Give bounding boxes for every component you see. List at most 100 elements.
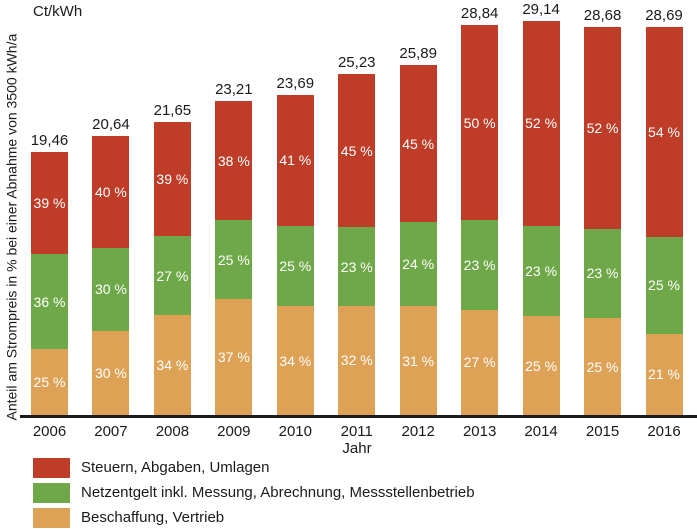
x-tick-label-2014: 2014 — [524, 423, 558, 440]
segment-percent-label: 52 % — [586, 120, 619, 137]
bar-segment-2016-series-2: 21 % — [645, 333, 683, 415]
segment-percent-label: 30 % — [94, 281, 127, 298]
legend-swatch-2 — [33, 507, 70, 528]
bar-2007: 40 % 30 % 30 % — [92, 135, 130, 415]
segment-percent-label: 38 % — [217, 152, 250, 169]
segment-percent-label: 36 % — [33, 293, 66, 310]
bar-segment-2011-series-0: 45 % — [338, 73, 376, 228]
bar-total-label-2007: 20,64 — [92, 115, 130, 133]
segment-percent-label: 37 % — [217, 348, 250, 365]
y-axis-unit-label: Ct/kWh — [33, 3, 83, 20]
bar-segment-2011-series-2: 32 % — [338, 305, 376, 415]
segment-percent-label: 23 % — [525, 263, 558, 280]
bar-2013: 50 % 23 % 27 % — [461, 25, 499, 415]
bar-2006: 39 % 36 % 25 % — [31, 151, 68, 415]
bar-segment-2012-series-2: 31 % — [399, 306, 437, 415]
segment-percent-label: 45 % — [340, 142, 373, 159]
bar-segment-2007-series-2: 30 % — [92, 331, 130, 415]
bar-segment-2013-series-2: 27 % — [461, 309, 499, 415]
x-tick-label-2011: 2011 — [340, 423, 373, 440]
segment-percent-label: 24 % — [402, 256, 435, 273]
x-tick-label-2006: 2006 — [32, 423, 67, 440]
bar-segment-2007-series-1: 30 % — [92, 247, 130, 332]
bar-segment-2012-series-0: 45 % — [399, 64, 437, 223]
segment-percent-label: 50 % — [463, 114, 496, 131]
bar-segment-2014-series-0: 52 % — [522, 21, 560, 226]
legend-label-0: Steuern, Abgaben, Umlagen — [81, 459, 270, 476]
segment-percent-label: 30 % — [94, 365, 127, 382]
bar-segment-2014-series-1: 23 % — [522, 225, 560, 317]
bar-total-label-2011: 25,23 — [337, 53, 376, 71]
segment-percent-label: 25 % — [33, 374, 66, 391]
bar-segment-2016-series-0: 54 % — [645, 27, 683, 237]
segment-percent-label: 34 % — [279, 352, 312, 369]
segment-percent-label: 25 % — [279, 258, 312, 275]
bar-total-label-2014: 29,14 — [522, 1, 560, 18]
bar-segment-2015-series-1: 23 % — [584, 228, 622, 319]
segment-percent-label: 25 % — [217, 251, 250, 268]
x-tick-label-2009: 2009 — [217, 423, 251, 440]
segment-percent-label: 23 % — [340, 258, 373, 275]
bar-segment-2009-series-1: 25 % — [215, 220, 253, 299]
segment-percent-label: 23 % — [586, 265, 619, 282]
bar-segment-2011-series-1: 23 % — [338, 227, 376, 306]
bar-2012: 45 % 24 % 31 % — [399, 64, 437, 415]
segment-percent-label: 23 % — [463, 256, 496, 273]
x-tick-label-2015: 2015 — [585, 423, 620, 440]
bar-segment-2015-series-2: 25 % — [584, 318, 622, 415]
bar-total-label-2008: 21,65 — [153, 102, 192, 120]
segment-percent-label: 21 % — [648, 366, 680, 383]
bar-segment-2010-series-0: 41 % — [276, 94, 314, 226]
bar-segment-2015-series-0: 52 % — [584, 27, 622, 229]
segment-percent-label: 31 % — [402, 352, 435, 369]
bar-2014: 52 % 23 % 25 % — [522, 21, 560, 415]
bar-segment-2010-series-2: 34 % — [276, 306, 314, 415]
x-tick-label-2016: 2016 — [647, 423, 681, 440]
segment-percent-label: 54 % — [648, 123, 680, 140]
bar-segment-2014-series-2: 25 % — [522, 316, 560, 415]
x-axis-title: Jahr — [342, 440, 372, 457]
bar-segment-2006-series-1: 36 % — [31, 254, 68, 350]
bar-2009: 38 % 25 % 37 % — [215, 101, 253, 415]
bar-2008: 39 % 27 % 34 % — [153, 122, 191, 415]
bar-segment-2008-series-1: 27 % — [153, 236, 191, 316]
segment-percent-label: 41 % — [279, 152, 312, 169]
bar-2010: 41 % 25 % 34 % — [276, 94, 314, 415]
segment-percent-label: 45 % — [402, 135, 435, 152]
segment-percent-label: 52 % — [525, 115, 558, 132]
bar-segment-2013-series-1: 23 % — [461, 220, 499, 310]
bar-segment-2012-series-1: 24 % — [399, 222, 437, 307]
bar-segment-2016-series-1: 25 % — [645, 236, 683, 334]
x-tick-label-2008: 2008 — [155, 423, 190, 440]
bar-segment-2009-series-0: 38 % — [215, 101, 253, 221]
segment-percent-label: 39 % — [156, 171, 189, 188]
legend-item-1: Netzentgelt inkl. Messung, Abrechnung, M… — [33, 482, 475, 503]
legend-label-1: Netzentgelt inkl. Messung, Abrechnung, M… — [81, 484, 475, 501]
segment-percent-label: 25 % — [648, 277, 680, 294]
segment-percent-label: 27 % — [463, 354, 496, 371]
bar-segment-2006-series-0: 39 % — [31, 151, 68, 255]
bar-total-label-2012: 25,89 — [399, 44, 437, 62]
legend-swatch-1 — [33, 482, 70, 503]
segment-percent-label: 34 % — [156, 357, 189, 374]
bar-segment-2006-series-2: 25 % — [31, 349, 68, 415]
legend-label-2: Beschaffung, Vertrieb — [81, 509, 225, 526]
x-tick-label-2013: 2013 — [462, 423, 497, 440]
segment-percent-label: 32 % — [340, 352, 373, 369]
bar-total-label-2010: 23,69 — [276, 74, 315, 92]
bar-total-label-2016: 28,69 — [645, 7, 683, 25]
bar-segment-2008-series-2: 34 % — [153, 315, 191, 415]
x-axis-line — [20, 415, 697, 418]
bar-segment-2013-series-0: 50 % — [461, 25, 499, 221]
legend-item-2: Beschaffung, Vertrieb — [33, 507, 475, 528]
segment-percent-label: 27 % — [156, 267, 189, 284]
segment-percent-label: 25 % — [525, 357, 558, 374]
bar-total-label-2015: 28,68 — [583, 7, 622, 25]
bar-segment-2008-series-0: 39 % — [153, 122, 191, 237]
legend-item-0: Steuern, Abgaben, Umlagen — [33, 457, 475, 478]
legend-swatch-0 — [33, 457, 70, 478]
bar-2011: 45 % 23 % 32 % — [338, 73, 376, 415]
segment-percent-label: 39 % — [33, 195, 66, 212]
x-tick-label-2010: 2010 — [278, 423, 312, 440]
